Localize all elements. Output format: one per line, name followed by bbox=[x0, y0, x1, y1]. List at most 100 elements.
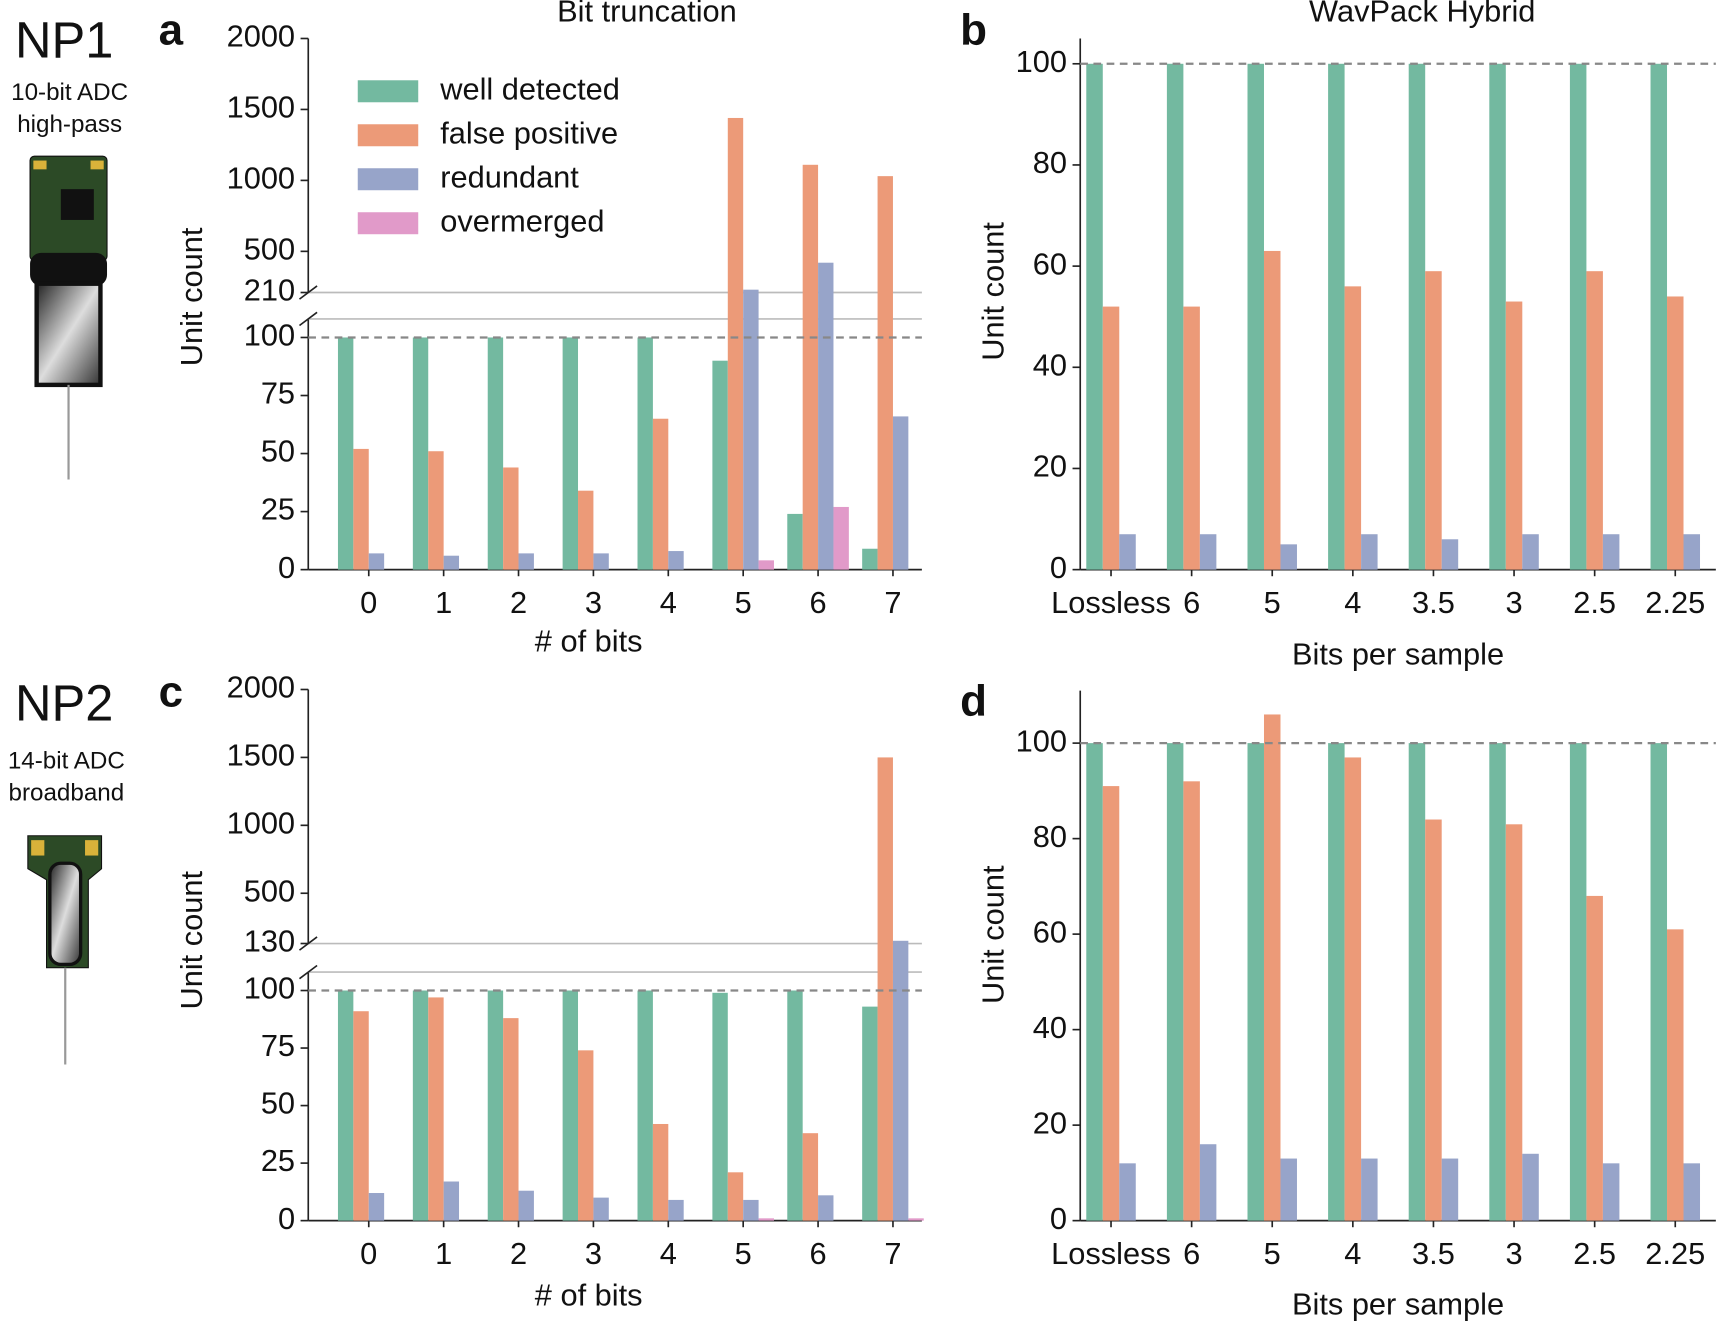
bar bbox=[518, 553, 534, 570]
bar bbox=[1280, 544, 1297, 570]
bar bbox=[877, 757, 893, 1221]
bar bbox=[1199, 1144, 1217, 1221]
bar bbox=[1667, 296, 1684, 570]
panel-label: b bbox=[960, 6, 987, 55]
bar bbox=[802, 164, 819, 570]
bar bbox=[1569, 63, 1587, 570]
x-axis-label: # of bits bbox=[535, 1278, 643, 1313]
y-tick-label: 50 bbox=[261, 434, 295, 469]
bar bbox=[1183, 306, 1200, 570]
x-tick-label: 2 bbox=[510, 585, 527, 620]
legend-label: well detected bbox=[439, 71, 620, 106]
bar bbox=[1102, 306, 1120, 570]
probe-detail: broadband bbox=[9, 779, 125, 806]
bar bbox=[337, 337, 354, 570]
x-tick-label: Lossless bbox=[1051, 585, 1171, 620]
bar bbox=[787, 990, 803, 1221]
x-tick-label: 2.25 bbox=[1645, 585, 1705, 620]
bar bbox=[1166, 63, 1184, 570]
y-tick-label: 80 bbox=[1033, 145, 1067, 180]
y-tick-label: 1500 bbox=[227, 90, 295, 125]
bar bbox=[1086, 743, 1103, 1221]
x-tick-label: 3.5 bbox=[1412, 1236, 1455, 1271]
bar bbox=[1650, 63, 1668, 570]
bar bbox=[1361, 1158, 1378, 1221]
bar bbox=[487, 337, 504, 570]
bar bbox=[787, 513, 803, 570]
y-tick-label: 20 bbox=[1033, 449, 1067, 484]
bar bbox=[1119, 534, 1136, 570]
bar bbox=[1683, 1163, 1701, 1221]
bar bbox=[758, 1218, 774, 1221]
bar bbox=[712, 992, 728, 1221]
probe-detail: 14-bit ADC bbox=[8, 747, 125, 774]
bar bbox=[337, 990, 354, 1221]
bar bbox=[428, 997, 444, 1221]
x-tick-label: 5 bbox=[735, 585, 752, 620]
legend-label: overmerged bbox=[440, 203, 604, 238]
chart-title: Bit truncation bbox=[557, 0, 737, 28]
y-axis-label: Unit count bbox=[174, 227, 209, 366]
panel-label: a bbox=[159, 6, 184, 55]
bar bbox=[1489, 63, 1506, 570]
x-tick-label: 5 bbox=[1264, 1236, 1281, 1271]
axis-break-mark bbox=[298, 311, 318, 327]
probe-detail: high-pass bbox=[17, 111, 122, 138]
bar bbox=[593, 553, 609, 570]
x-tick-label: 0 bbox=[360, 585, 377, 620]
bar bbox=[892, 416, 909, 570]
bar bbox=[1425, 271, 1442, 570]
bar bbox=[1441, 1158, 1459, 1221]
y-tick-label: 60 bbox=[1033, 914, 1067, 949]
y-tick-label: 0 bbox=[278, 1201, 295, 1236]
bar bbox=[1263, 714, 1281, 1221]
bar bbox=[818, 1195, 834, 1221]
y-tick-label: 20 bbox=[1033, 1105, 1067, 1140]
bar bbox=[1119, 1163, 1136, 1221]
bar bbox=[833, 506, 849, 570]
bar bbox=[1425, 819, 1442, 1221]
y-tick-label: 75 bbox=[261, 1028, 295, 1063]
bar bbox=[908, 1218, 924, 1221]
y-tick-label: 500 bbox=[244, 231, 295, 266]
x-axis-label: Bits per sample bbox=[1292, 637, 1504, 672]
x-tick-label: 3 bbox=[585, 1236, 602, 1271]
bar bbox=[487, 990, 504, 1221]
bar bbox=[1489, 743, 1506, 1221]
bar bbox=[637, 337, 653, 570]
bar bbox=[1361, 534, 1378, 570]
bar bbox=[652, 418, 669, 570]
bar bbox=[428, 451, 444, 570]
bar bbox=[877, 176, 893, 570]
bar bbox=[1344, 286, 1362, 570]
chart-title: WavPack Hybrid bbox=[1309, 0, 1535, 28]
y-tick-label: 0 bbox=[1050, 550, 1067, 585]
legend-swatch bbox=[357, 212, 419, 235]
bar bbox=[1102, 786, 1120, 1221]
x-tick-label: 3 bbox=[585, 585, 602, 620]
x-tick-label: 2 bbox=[510, 1236, 527, 1271]
x-tick-label: 4 bbox=[1344, 1236, 1361, 1271]
bar bbox=[862, 548, 878, 570]
y-tick-label: 100 bbox=[1016, 723, 1067, 758]
y-tick-label: 100 bbox=[244, 318, 295, 353]
bar bbox=[1650, 743, 1668, 1221]
x-tick-label: 6 bbox=[810, 585, 827, 620]
bar bbox=[1522, 534, 1539, 570]
legend-label: redundant bbox=[440, 159, 579, 194]
y-tick-label: 75 bbox=[261, 376, 295, 411]
bar bbox=[668, 551, 684, 570]
x-tick-label: 4 bbox=[660, 1236, 677, 1271]
bar bbox=[578, 490, 594, 570]
bar bbox=[668, 1199, 684, 1221]
bar bbox=[353, 1011, 369, 1221]
bar bbox=[1505, 301, 1523, 570]
bar bbox=[1183, 781, 1200, 1221]
bar bbox=[1602, 534, 1620, 570]
x-tick-label: 2.5 bbox=[1573, 1236, 1616, 1271]
x-axis-label: # of bits bbox=[535, 623, 643, 658]
y-tick-label: 50 bbox=[261, 1086, 295, 1121]
x-tick-label: 2.5 bbox=[1573, 585, 1616, 620]
bar bbox=[1166, 743, 1184, 1221]
